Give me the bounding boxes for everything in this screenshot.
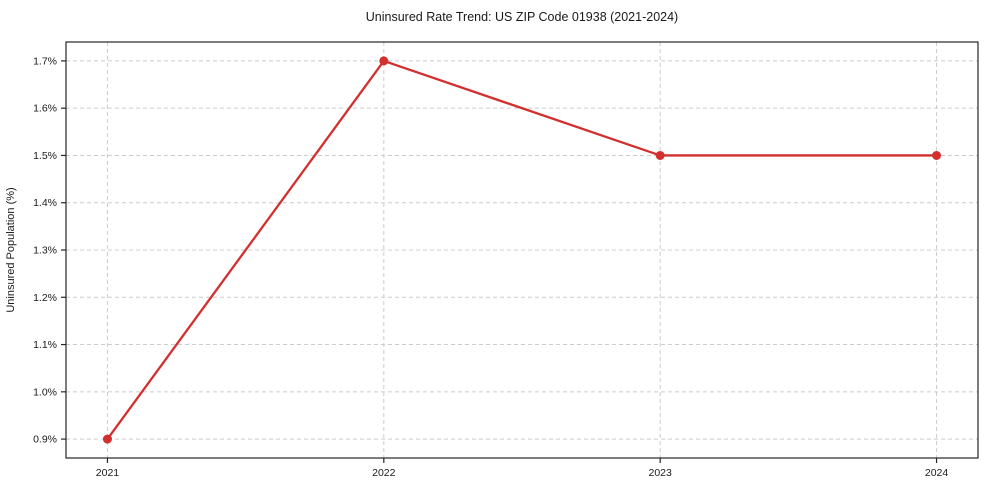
data-series — [102, 56, 942, 444]
chart-title: Uninsured Rate Trend: US ZIP Code 01938 … — [366, 10, 678, 24]
y-tick-label: 1.1% — [33, 339, 57, 351]
axes-spines — [65, 41, 979, 459]
y-tick-label: 1.7% — [33, 55, 57, 67]
x-tick-label: 2022 — [372, 467, 396, 479]
y-tick-label: 1.2% — [33, 292, 57, 304]
trend-line — [106, 59, 938, 441]
y-tick-label: 1.4% — [33, 197, 57, 209]
data-point-marker — [379, 56, 389, 66]
gridlines — [66, 42, 978, 458]
tick-labels: 0.9% 1.0% 1.1% 1.2% 1.3% 1.4% 1.5% 1.6% 1.7% 2021… — [33, 55, 948, 479]
y-tick-label: 1.5% — [33, 150, 57, 162]
y-tick-label: 0.9% — [33, 434, 57, 446]
data-point-marker — [932, 150, 942, 160]
axis-ticks — [61, 60, 938, 463]
x-tick-label: 2024 — [925, 467, 949, 479]
y-tick-label: 1.6% — [33, 103, 57, 115]
x-tick-label: 2021 — [96, 467, 120, 479]
y-tick-label: 1.3% — [33, 245, 57, 257]
plot-border — [65, 41, 979, 459]
y-axis-label: Uninsured Population (%) — [5, 187, 17, 312]
data-point-marker — [655, 150, 665, 160]
x-tick-label: 2023 — [649, 467, 673, 479]
data-point-marker — [102, 434, 112, 444]
y-tick-label: 1.0% — [33, 386, 57, 398]
